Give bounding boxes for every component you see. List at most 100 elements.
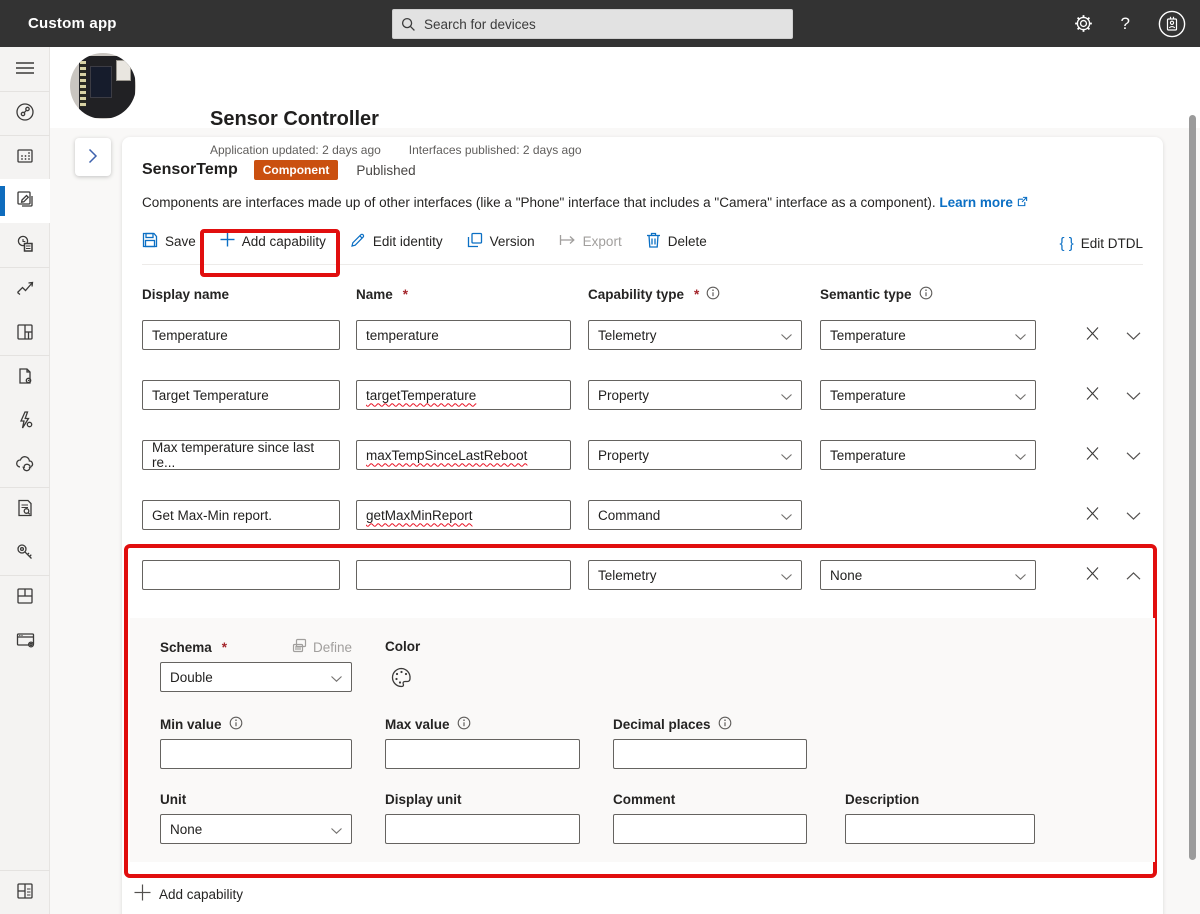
learn-more-link[interactable]: Learn more xyxy=(939,195,1013,210)
name-input[interactable]: getMaxMinReport xyxy=(356,500,571,530)
save-icon xyxy=(142,232,158,251)
export-button[interactable]: Export xyxy=(559,234,622,249)
info-icon[interactable] xyxy=(229,716,243,733)
semantic-type-dropdown[interactable]: Temperature xyxy=(820,320,1036,350)
description-input[interactable] xyxy=(845,814,1035,844)
semantic-type-dropdown[interactable]: None xyxy=(820,560,1036,590)
close-x-icon xyxy=(1085,446,1100,464)
edit-dtdl-button[interactable]: { } Edit DTDL xyxy=(1059,235,1143,252)
account-badge-icon xyxy=(1158,10,1186,38)
capability-type-dropdown[interactable]: Telemetry xyxy=(588,560,802,590)
expand-row-button[interactable] xyxy=(1124,506,1143,525)
settings-button[interactable] xyxy=(1074,14,1093,33)
delete-row-button[interactable] xyxy=(1083,324,1102,346)
capability-type-dropdown[interactable]: Command xyxy=(588,500,802,530)
expand-row-button[interactable] xyxy=(1124,326,1143,345)
data-export-icon xyxy=(15,454,36,477)
dashboards-icon xyxy=(15,322,35,345)
sidebar-item-data-export[interactable] xyxy=(0,443,50,487)
color-picker-button[interactable] xyxy=(390,666,413,692)
top-bar: Custom app ? xyxy=(0,0,1200,47)
chevron-down-icon xyxy=(1126,448,1141,463)
min-value-input[interactable] xyxy=(160,739,352,769)
sidebar-item-permissions[interactable] xyxy=(0,531,50,575)
sidebar-item-audit-logs[interactable] xyxy=(0,487,50,531)
delete-row-button[interactable] xyxy=(1083,564,1102,586)
info-icon[interactable] xyxy=(457,716,471,733)
capability-row: Temperature temperature Telemetry Temper… xyxy=(142,320,1143,350)
max-value-input[interactable] xyxy=(385,739,580,769)
display-name-input[interactable]: Temperature xyxy=(142,320,340,350)
delete-row-button[interactable] xyxy=(1083,444,1102,466)
capability-type-dropdown[interactable]: Property xyxy=(588,440,802,470)
info-icon[interactable] xyxy=(919,286,933,303)
semantic-type-dropdown[interactable]: Temperature xyxy=(820,440,1036,470)
semantic-type-dropdown[interactable]: Temperature xyxy=(820,380,1036,410)
version-button[interactable]: Version xyxy=(467,232,535,251)
chevron-right-icon xyxy=(88,148,98,167)
display-name-input[interactable] xyxy=(142,560,340,590)
decimal-places-input[interactable] xyxy=(613,739,807,769)
help-button[interactable]: ? xyxy=(1121,14,1130,34)
save-button[interactable]: Save xyxy=(142,232,196,251)
name-header: Name * xyxy=(356,287,409,302)
expand-row-button[interactable] xyxy=(1124,446,1143,465)
sidebar-item-application[interactable] xyxy=(0,619,50,663)
expand-row-button[interactable] xyxy=(1124,386,1143,405)
sidebar-item-device-groups[interactable] xyxy=(0,223,50,267)
account-button[interactable] xyxy=(1158,10,1186,38)
sidebar-item-customization[interactable] xyxy=(0,575,50,619)
delete-row-button[interactable] xyxy=(1083,504,1102,526)
display-name-input[interactable]: Target Temperature xyxy=(142,380,340,410)
delete-button[interactable]: Delete xyxy=(646,232,707,251)
name-input[interactable]: maxTempSinceLastReboot xyxy=(356,440,571,470)
scrollbar-thumb[interactable] xyxy=(1189,115,1196,860)
display-unit-input[interactable] xyxy=(385,814,580,844)
search-input[interactable] xyxy=(424,16,784,32)
name-input[interactable]: targetTemperature xyxy=(356,380,571,410)
chevron-down-icon xyxy=(1015,448,1026,463)
add-capability-footer-button[interactable]: Add capability xyxy=(134,884,243,904)
sidebar-item-analytics[interactable] xyxy=(0,267,50,311)
plus-icon xyxy=(220,232,235,250)
capability-detail-panel: Schema * Define Color Double xyxy=(130,618,1155,862)
devices-icon xyxy=(15,146,35,169)
sidebar-item-dashboards[interactable] xyxy=(0,311,50,355)
info-icon[interactable] xyxy=(718,716,732,733)
capability-type-dropdown[interactable]: Property xyxy=(588,380,802,410)
capability-type-dropdown[interactable]: Telemetry xyxy=(588,320,802,350)
application-icon xyxy=(15,630,36,653)
name-input[interactable] xyxy=(356,560,571,590)
name-input[interactable]: temperature xyxy=(356,320,571,350)
display-name-input[interactable]: Max temperature since last re... xyxy=(142,440,340,470)
comment-input[interactable] xyxy=(613,814,807,844)
define-schema-button[interactable]: Define xyxy=(292,638,352,656)
rules-icon xyxy=(15,410,35,433)
unit-dropdown[interactable]: None xyxy=(160,814,352,844)
annotation-box-new-capability: Telemetry None Schema * xyxy=(124,544,1157,878)
edit-identity-button[interactable]: Edit identity xyxy=(350,232,443,251)
interface-toolbar: Save Add capability Edit identity Versio… xyxy=(142,231,1143,265)
chevron-down-icon xyxy=(781,388,792,403)
sidebar-item-overview[interactable] xyxy=(0,91,50,135)
display-name-input[interactable]: Get Max-Min report. xyxy=(142,500,340,530)
device-templates-icon xyxy=(15,189,36,213)
add-capability-button[interactable]: Add capability xyxy=(220,232,326,250)
schema-dropdown[interactable]: Double xyxy=(160,662,352,692)
delete-row-button[interactable] xyxy=(1083,384,1102,406)
sidebar-item-jobs[interactable] xyxy=(0,355,50,399)
close-x-icon xyxy=(1085,506,1100,524)
max-value-label: Max value xyxy=(385,716,580,733)
display-name-header: Display name xyxy=(142,287,230,302)
sidebar-item-device-templates[interactable] xyxy=(0,179,50,223)
expand-panel-button[interactable] xyxy=(75,138,111,176)
sidebar-item-edit-layout[interactable] xyxy=(0,870,50,914)
info-icon[interactable] xyxy=(706,286,720,303)
collapse-row-button[interactable] xyxy=(1124,566,1143,585)
interface-name: SensorTemp xyxy=(142,161,238,178)
device-search-box[interactable] xyxy=(392,9,793,39)
chevron-down-icon xyxy=(331,822,342,837)
sidebar-item-rules[interactable] xyxy=(0,399,50,443)
sidebar-item-devices[interactable] xyxy=(0,135,50,179)
sidebar-menu-toggle[interactable] xyxy=(0,47,50,91)
